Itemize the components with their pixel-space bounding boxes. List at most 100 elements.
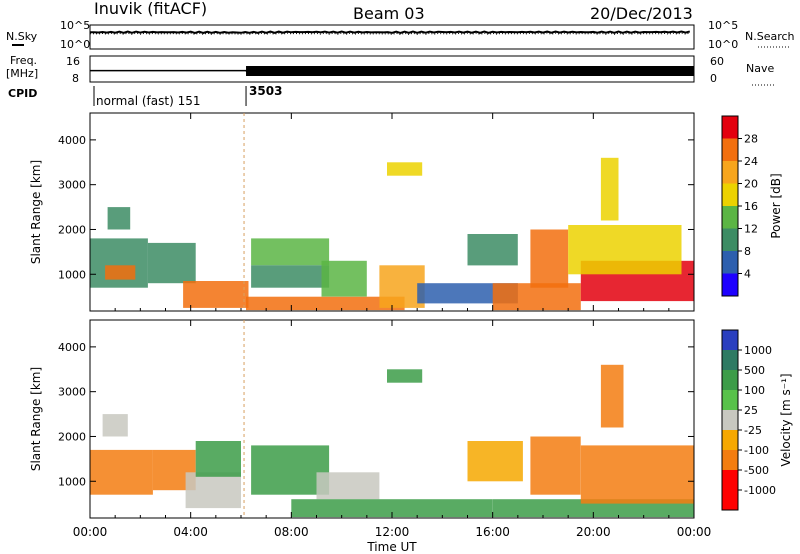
velocity-region xyxy=(90,449,153,495)
velocity-region xyxy=(316,472,380,500)
x-axis: 00:00 04:00 08:00 12:00 16:00 20:00 00:00 xyxy=(73,113,712,539)
velocity-colorbar-cell xyxy=(722,490,738,510)
noise-left-label: N.Sky xyxy=(6,30,38,43)
velocity-colorbar-cell xyxy=(722,390,738,410)
power-region xyxy=(600,157,619,221)
freq-panel: Freq. [MHz] 16 8 60 0 Nave xyxy=(6,54,774,86)
power-colorbar-ticks: 4 8 12 16 20 24 28 xyxy=(738,133,758,281)
velocity-colorbar-cell xyxy=(722,330,738,350)
power-colorbar-cells xyxy=(722,116,738,296)
noise-right-label: N.Search xyxy=(745,30,795,43)
power-y-tick-label: 1000 xyxy=(58,268,86,281)
power-colorbar-cell xyxy=(722,206,738,229)
x-tick-label: 00:00 xyxy=(677,525,712,539)
velocity-colorbar-cell xyxy=(722,430,738,450)
power-colorbar-tick-label: 16 xyxy=(744,200,758,213)
nave-band xyxy=(246,66,695,76)
nave-tick-bottom: 0 xyxy=(710,72,717,85)
nave-tick-top: 60 xyxy=(710,55,724,68)
velocity-region xyxy=(600,364,624,428)
power-region xyxy=(246,296,405,311)
power-colorbar-cell xyxy=(722,138,738,161)
x-tick-label: 16:00 xyxy=(475,525,510,539)
x-axis-label: Time UT xyxy=(366,540,417,554)
power-region xyxy=(467,234,518,266)
power-region xyxy=(251,265,330,288)
power-region xyxy=(379,265,425,308)
power-colorbar-cell xyxy=(722,161,738,184)
velocity-colorbar-tick-label: 100 xyxy=(744,384,765,397)
velocity-region xyxy=(530,436,581,495)
velocity-region xyxy=(492,499,694,518)
power-panel: 1000 2000 3000 4000 Slant Range [km] xyxy=(29,112,695,312)
cpid-segment-2: 3503 xyxy=(249,84,282,98)
power-region xyxy=(183,281,249,308)
power-region xyxy=(251,238,330,266)
velocity-region xyxy=(291,499,493,518)
velocity-colorbar-tick-label: 500 xyxy=(744,364,765,377)
velocity-colorbar-frame xyxy=(721,329,739,511)
velocity-colorbar-cells xyxy=(722,330,738,510)
velocity-region xyxy=(102,414,128,437)
velocity-colorbar-tick-label: -100 xyxy=(744,444,769,457)
velocity-region xyxy=(195,441,241,477)
power-region xyxy=(90,238,148,288)
noise-left-tick-bottom: 10^0 xyxy=(60,38,90,51)
x-tick-label: 04:00 xyxy=(173,525,208,539)
freq-label-line2: [MHz] xyxy=(6,67,38,80)
power-region xyxy=(147,242,196,284)
cpid-label: CPID xyxy=(8,87,37,100)
x-tick-label: 08:00 xyxy=(274,525,309,539)
freq-tick-bottom: 8 xyxy=(72,72,79,85)
cpid-row: CPID normal (fast) 151 3503 xyxy=(8,84,282,108)
power-data-regions xyxy=(90,157,695,311)
velocity-region xyxy=(580,445,695,504)
power-colorbar-tick-label: 12 xyxy=(744,223,758,236)
velocity-y-tick-label: 3000 xyxy=(58,386,86,399)
power-colorbar-tick-label: 8 xyxy=(744,245,751,258)
power-colorbar-cell xyxy=(722,251,738,274)
noise-panel-frame xyxy=(89,24,695,50)
velocity-panel: 1000 2000 3000 4000 Slant Range [km] xyxy=(29,319,695,519)
power-y-ticks: 1000 2000 3000 4000 xyxy=(58,134,694,281)
velocity-region xyxy=(387,369,423,383)
power-y-tick-label: 4000 xyxy=(58,134,86,147)
x-tick-label: 12:00 xyxy=(375,525,410,539)
power-y-tick-label: 3000 xyxy=(58,179,86,192)
nave-label: Nave xyxy=(746,62,774,75)
velocity-colorbar-tick-label: -1000 xyxy=(744,484,776,497)
power-region xyxy=(105,265,136,280)
velocity-colorbar-cell xyxy=(722,470,738,490)
date-title: 20/Dec/2013 xyxy=(590,4,693,23)
power-region xyxy=(530,229,569,288)
velocity-region xyxy=(251,445,330,495)
velocity-colorbar-tick-label: 25 xyxy=(744,404,758,417)
velocity-colorbar: -1000 -500 -100 -25 25 100 500 1000 Velocity [m… xyxy=(721,329,793,511)
velocity-y-tick-label: 1000 xyxy=(58,475,86,488)
velocity-colorbar-tick-label: 1000 xyxy=(744,344,772,357)
freq-tick-top: 16 xyxy=(66,55,80,68)
velocity-y-tick-label: 4000 xyxy=(58,341,86,354)
velocity-region xyxy=(185,472,241,509)
noise-nsky-line xyxy=(89,30,691,34)
noise-right-tick-bottom: 10^0 xyxy=(708,38,738,51)
freq-label-line1: Freq. xyxy=(10,54,37,67)
power-colorbar-tick-label: 4 xyxy=(744,268,751,281)
station-title: Inuvik (fitACF) xyxy=(94,0,207,18)
velocity-colorbar-cell xyxy=(722,450,738,470)
velocity-y-tick-label: 2000 xyxy=(58,430,86,443)
power-y-label: Slant Range [km] xyxy=(29,160,43,264)
velocity-colorbar-cell xyxy=(722,350,738,370)
power-region xyxy=(321,260,367,297)
velocity-region xyxy=(467,441,523,482)
power-colorbar: 4 8 12 16 20 24 28 Power [dB] xyxy=(721,115,783,297)
power-region xyxy=(568,225,682,275)
noise-right-tick-top: 10^5 xyxy=(708,19,738,32)
velocity-y-ticks: 1000 2000 3000 4000 xyxy=(58,341,694,488)
power-colorbar-tick-label: 24 xyxy=(744,155,758,168)
velocity-colorbar-cell xyxy=(722,410,738,430)
velocity-data-regions xyxy=(90,364,695,518)
velocity-colorbar-tick-label: -25 xyxy=(744,424,762,437)
power-colorbar-label: Power [dB] xyxy=(769,173,783,238)
velocity-colorbar-cell xyxy=(722,370,738,390)
